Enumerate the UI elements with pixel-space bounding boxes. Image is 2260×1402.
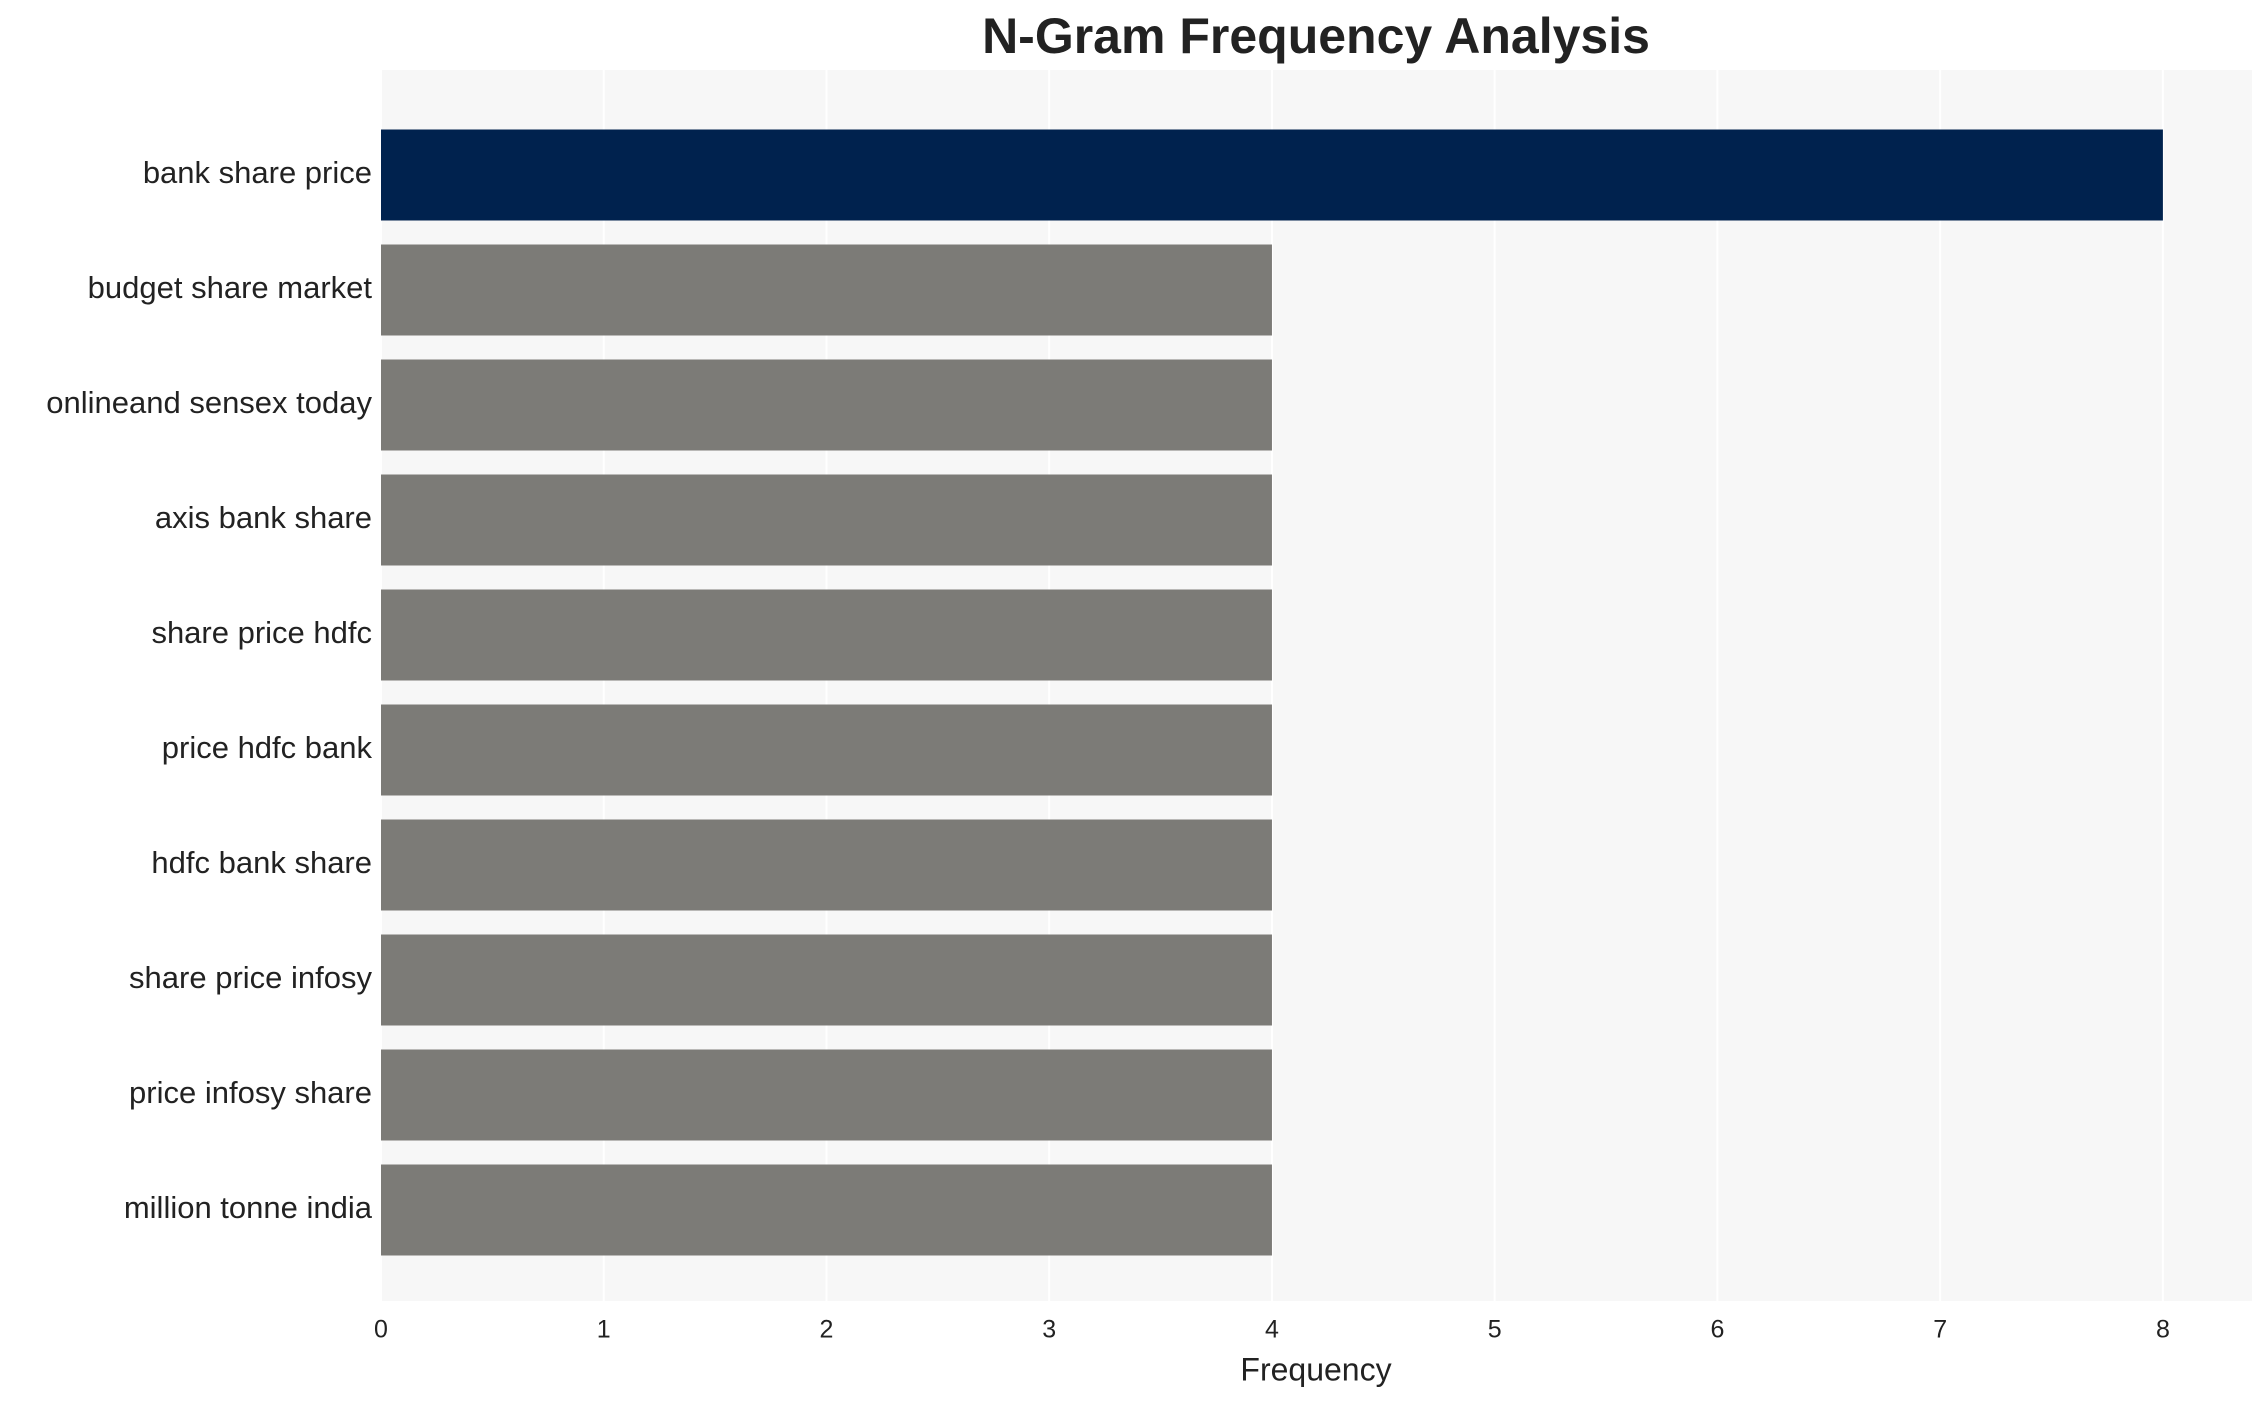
bar (381, 244, 1272, 336)
x-tick-label: 3 (1042, 1316, 1056, 1344)
y-tick-label: share price hdfc (151, 615, 372, 650)
bar (381, 934, 1272, 1026)
y-tick-label: share price infosy (129, 960, 372, 995)
bar (381, 589, 1272, 681)
x-axis-label: Frequency (1240, 1351, 1391, 1387)
y-tick-label: million tonne india (124, 1190, 373, 1225)
x-tick-label: 1 (597, 1316, 611, 1344)
y-tick-label: price hdfc bank (162, 730, 373, 765)
y-tick-label: price infosy share (129, 1075, 372, 1110)
chart-title: N-Gram Frequency Analysis (982, 8, 1650, 64)
x-tick-label: 0 (374, 1316, 388, 1344)
x-tick-label: 2 (820, 1316, 834, 1344)
x-tick-label: 8 (2156, 1316, 2170, 1344)
y-tick-label: hdfc bank share (151, 845, 372, 880)
bar (381, 704, 1272, 796)
bar (381, 474, 1272, 566)
x-tick-label: 4 (1265, 1316, 1279, 1344)
bar (381, 1049, 1272, 1141)
bar (381, 819, 1272, 911)
y-tick-label: axis bank share (155, 500, 372, 535)
y-tick-label: onlineand sensex today (46, 385, 372, 420)
x-tick-label: 6 (1710, 1316, 1724, 1344)
y-tick-label: budget share market (88, 270, 373, 305)
bar (381, 1164, 1272, 1256)
bar (381, 359, 1272, 451)
x-tick-label: 7 (1933, 1316, 1947, 1344)
bar (381, 129, 2163, 221)
x-tick-label: 5 (1488, 1316, 1502, 1344)
y-tick-label: bank share price (143, 155, 372, 190)
